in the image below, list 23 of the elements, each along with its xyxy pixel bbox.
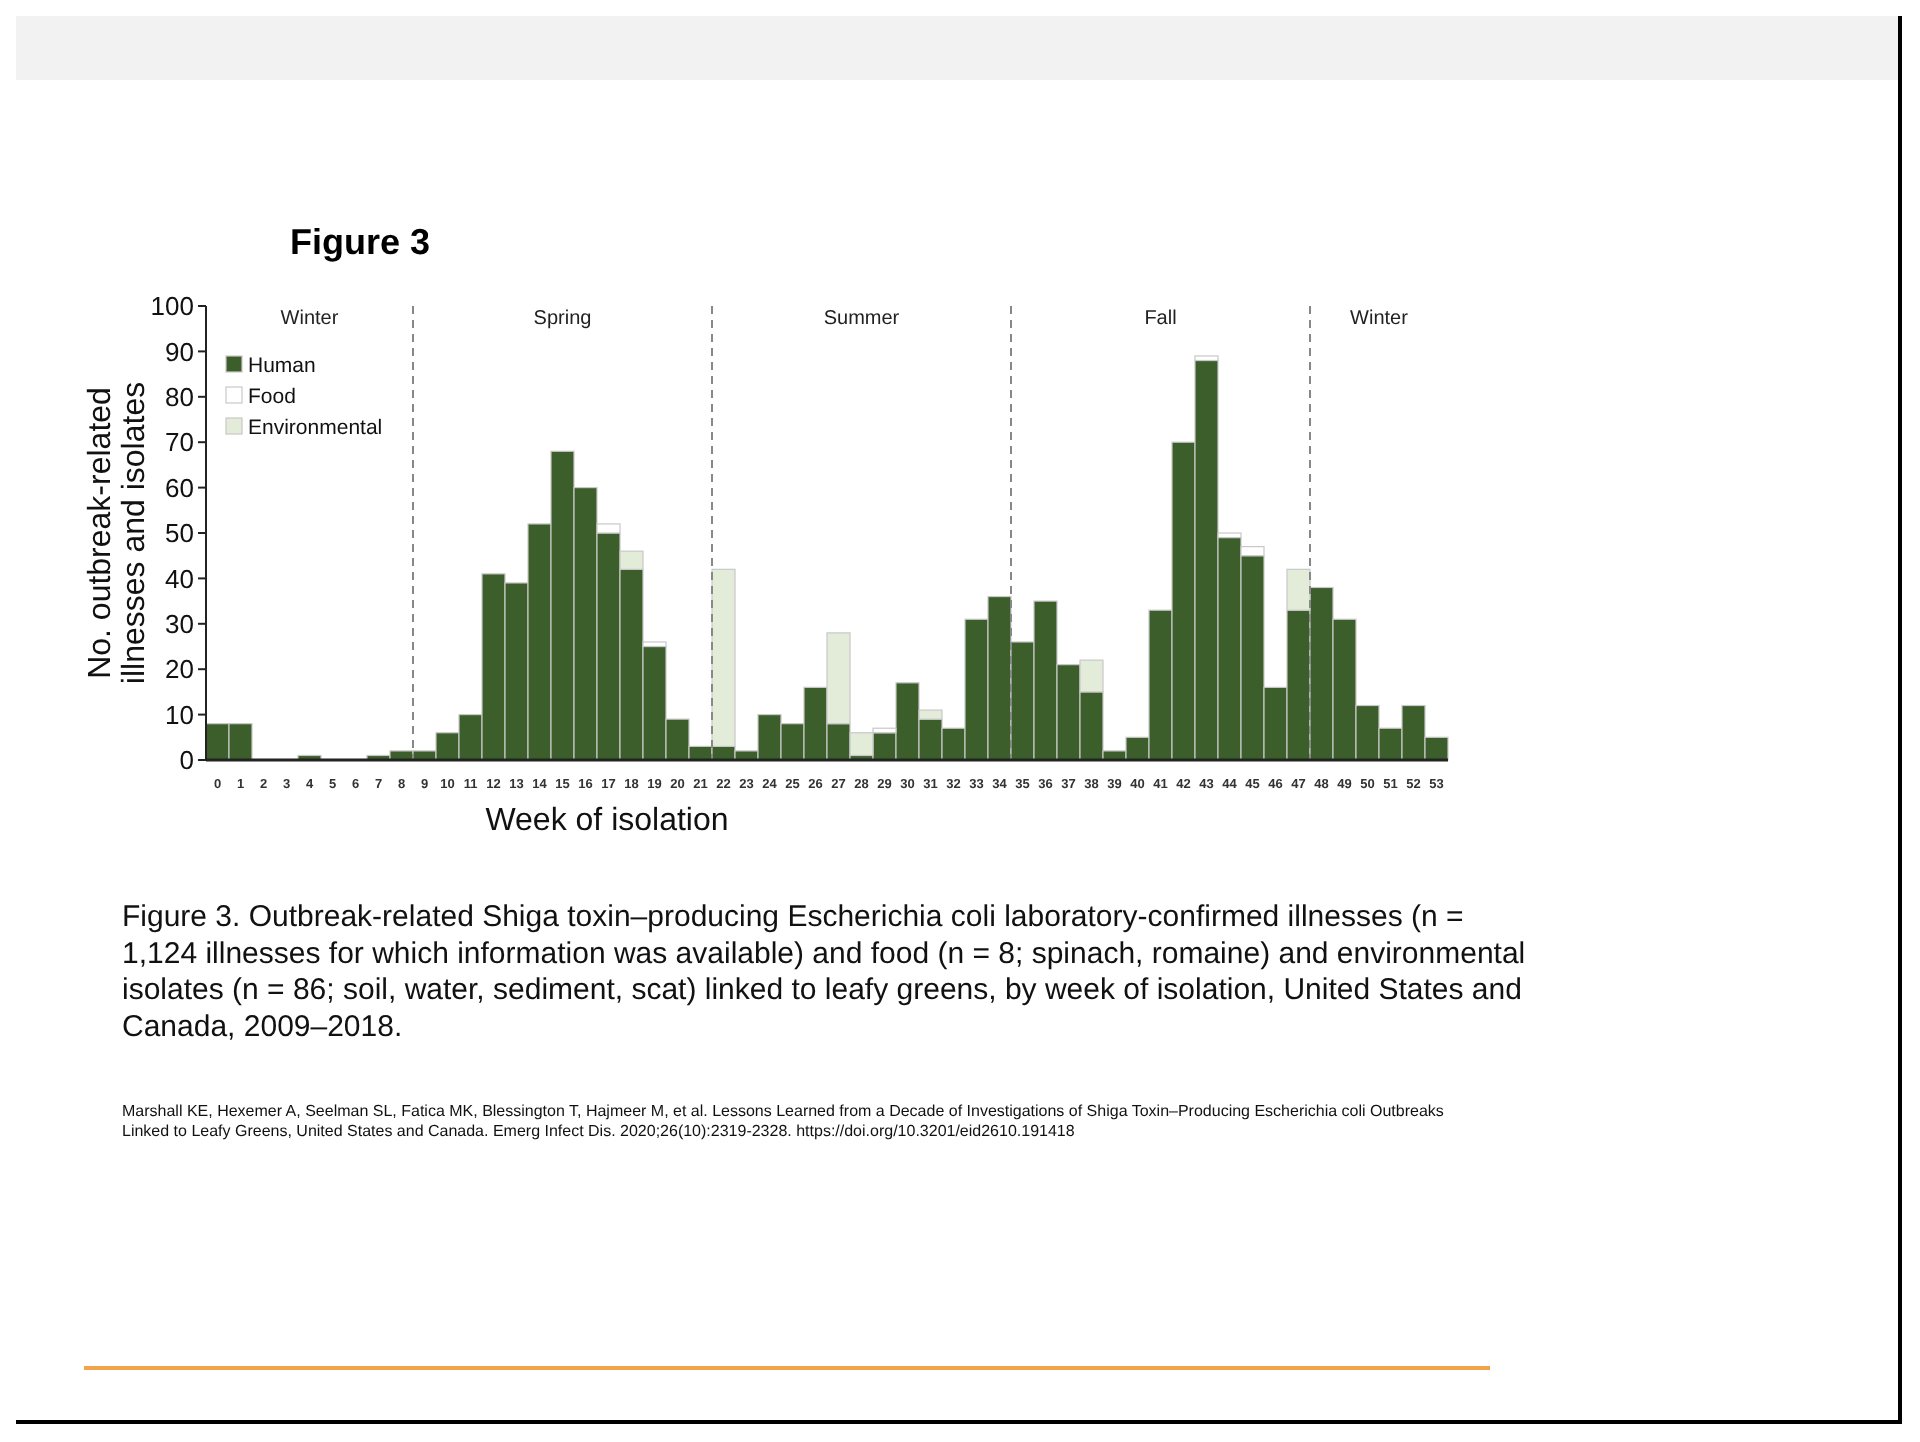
y-tick-label: 70 [165, 427, 194, 458]
legend-label: Environmental [248, 416, 383, 440]
legend-label: Food [248, 385, 297, 409]
y-tick-label: 10 [165, 699, 194, 730]
annotation: Winter [280, 308, 340, 330]
y-tick-label: 90 [165, 336, 194, 367]
legend-label: Human [248, 354, 317, 378]
text: Marshall KE, Hexemer A, Seelman SL, Fatica MK, Blessington T, Hajmeer M, et al. Lessons Learned from a Decade of Investigations of Shiga Toxin–Producing Escherichia coli Outbreaks Linked to Leafy Greens, United States and Canada. Emerg Infect Dis. 2020;26(10):2319-2328. https://doi.org/10.3201/eid2610.191418 [122, 1102, 1444, 1140]
annotation: Fall [1144, 308, 1177, 330]
y-tick-label: 20 [165, 654, 194, 685]
annotation: Winter [1350, 308, 1410, 330]
annotation: Summer [823, 308, 901, 330]
y-tick-label: 60 [165, 472, 194, 503]
annotation: Spring [533, 308, 592, 330]
x-axis-title: Week of isolation [485, 804, 729, 838]
y-tick-label: 100 [150, 291, 194, 322]
y-tick-label: 30 [165, 608, 194, 639]
y-tick-label: 40 [165, 563, 194, 594]
chart-title: Figure 3 [290, 222, 431, 262]
y-tick-label: 80 [165, 381, 194, 412]
caption: Figure 3. Outbreak-related Shiga toxin–producing Escherichia coli laboratory-confirmed illnesses (n = 1,124 illnesses for which information was available) and food (n = 8; spinach, romaine) and environmental isolates (n = 86; soil, water, sediment, scat) linked to leafy greens, by week of isolation, United States and Canada, 2009–2018. [122, 900, 1526, 1044]
y-axis-title: No. outbreak-related illnesses and isolates [84, 381, 152, 685]
y-tick-label: 50 [165, 518, 194, 549]
